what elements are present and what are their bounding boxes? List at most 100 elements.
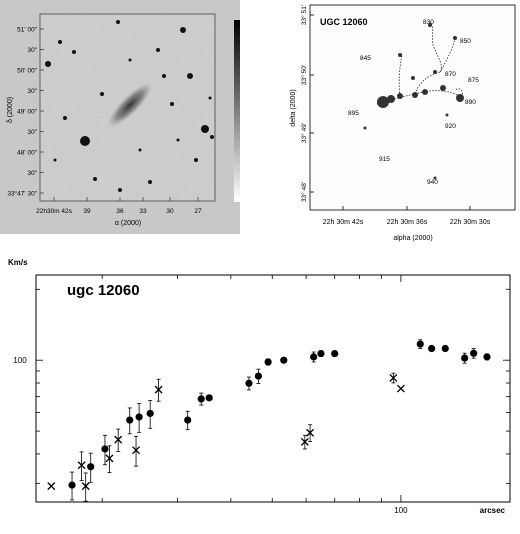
star (210, 135, 214, 139)
data-point-circle (428, 344, 436, 353)
data-point-cross (154, 385, 163, 394)
optical-y-tick-label: 50' 00" (17, 68, 38, 75)
data-point-circle (146, 409, 154, 418)
region-label: 920 (445, 123, 456, 130)
emission-contour (414, 21, 442, 95)
halpha-x-tick-label: 22h 30m 30s (450, 219, 491, 226)
optical-x-tick-label: 27 (194, 208, 202, 215)
emission-knot (363, 126, 367, 130)
halpha-x-ticks: 22h 30m 42s 22h 30m 36s 22h 30m 30s (323, 206, 491, 226)
star (156, 48, 160, 52)
halpha-x-tick-label: 22h 30m 36s (387, 219, 428, 226)
rotation-curve-panel: Km/s ugc 12060 100 100 arcsec (0, 248, 520, 529)
data-point-cross (389, 373, 398, 382)
data-point-circle (280, 356, 288, 364)
optical-y-tick-label: 30" (27, 170, 37, 177)
halpha-x-axis-label: alpha (2000) (393, 235, 432, 242)
halpha-y-tick-label: 33° 51' (300, 5, 308, 25)
data-point-circle (101, 445, 109, 453)
region-label: 845 (360, 55, 371, 62)
star (72, 50, 76, 54)
emission-knot (387, 95, 395, 103)
region-label: 895 (348, 110, 359, 117)
optical-image-panel: 51' 00" 30" 50' 00" 30" 49' 00" 30" 48' 00" 30"… (0, 0, 240, 234)
star (45, 61, 51, 67)
plot-area-frame (35, 274, 511, 503)
star (194, 158, 198, 162)
data-point-cross (114, 435, 123, 444)
region-label: 875 (468, 77, 479, 84)
data-point-circle (264, 358, 272, 366)
optical-y-ticks: 51' 00" 30" 50' 00" 30" 49' 00" 30" 48' 00" 30"… (7, 27, 44, 198)
region-label: 890 (465, 99, 476, 106)
star (170, 102, 174, 106)
data-point-circle (470, 349, 478, 357)
region-label: 940 (427, 179, 438, 186)
star (53, 158, 57, 162)
emission-knot (398, 53, 402, 57)
data-point-cross (77, 461, 86, 470)
region-label: 870 (445, 71, 456, 78)
data-point-circle (461, 354, 469, 362)
optical-x-axis-label: α (2000) (115, 220, 141, 227)
star (180, 27, 186, 33)
halpha-map-svg: UGC 12060 830 850 845 870 875 890 895 920 915 940… (265, 0, 520, 245)
star-field (45, 20, 214, 192)
data-point-circle (483, 353, 491, 361)
data-point-circle (254, 372, 262, 380)
chart-ticks: 100 100 (13, 275, 510, 515)
halpha-y-tick-label: 33° 50' (300, 65, 308, 85)
halpha-x-tick-label: 22h 30m 42s (323, 219, 364, 226)
star (138, 148, 142, 152)
data-point-cross (47, 482, 56, 491)
region-label: 850 (460, 38, 471, 45)
star (148, 180, 152, 184)
star (176, 138, 180, 142)
star (93, 177, 97, 181)
emission-knot (440, 85, 446, 91)
star (58, 40, 62, 44)
halpha-y-tick-label: 33° 48' (300, 182, 308, 202)
y-tick-label: 100 (13, 356, 27, 365)
data-point-circle (135, 413, 143, 421)
star (128, 58, 132, 62)
halpha-map-title: UGC 12060 (320, 17, 368, 27)
halpha-y-tick-label: 33° 49' (300, 123, 308, 143)
data-point-cross (396, 384, 405, 393)
optical-y-tick-label: 30" (27, 88, 37, 95)
data-point-circle (184, 416, 192, 424)
halpha-map-panel: UGC 12060 830 850 845 870 875 890 895 920 915 940… (265, 0, 520, 245)
optical-x-tick-label: 36 (116, 208, 124, 215)
region-label: 830 (423, 19, 434, 26)
emission-knot (411, 76, 415, 80)
region-label: 915 (379, 156, 390, 163)
emission-knot (433, 176, 437, 180)
grayscale-colorbar (234, 20, 240, 202)
optical-y-tick-label: 48' 00" (17, 150, 38, 157)
data-point-circle (126, 416, 134, 424)
rotation-curve-chart: Km/s ugc 12060 100 100 arcsec (8, 258, 511, 515)
star (63, 116, 67, 120)
data-point-circle (205, 394, 213, 402)
emission-contour (439, 37, 456, 73)
emission-knot (445, 113, 449, 117)
star (208, 96, 212, 100)
star (80, 136, 90, 146)
optical-x-tick-label: 33 (139, 208, 147, 215)
emission-knot (456, 94, 464, 102)
optical-x-ticks: 22h30m 42s 39 36 33 30 27 (36, 197, 202, 215)
halpha-y-ticks: 33° 51' 33° 50' 33° 49' 33° 48' (300, 5, 314, 202)
emission-contour (398, 54, 403, 97)
data-point-cross (81, 482, 90, 491)
optical-image-svg: 51' 00" 30" 50' 00" 30" 49' 00" 30" 48' 00" 30"… (0, 0, 240, 234)
star (201, 125, 209, 133)
data-point-cross (300, 437, 309, 446)
data-point-circle (310, 353, 318, 361)
chart-y-axis-label: Km/s (8, 258, 28, 267)
data-point-cross (105, 454, 114, 463)
halpha-y-axis-label: delta (2000) (290, 89, 297, 126)
chart-x-axis-label: arcsec (480, 506, 506, 515)
galaxy-ugc12060 (107, 82, 153, 128)
data-point-circle (416, 340, 424, 348)
optical-y-tick-label: 49' 00" (17, 109, 38, 116)
